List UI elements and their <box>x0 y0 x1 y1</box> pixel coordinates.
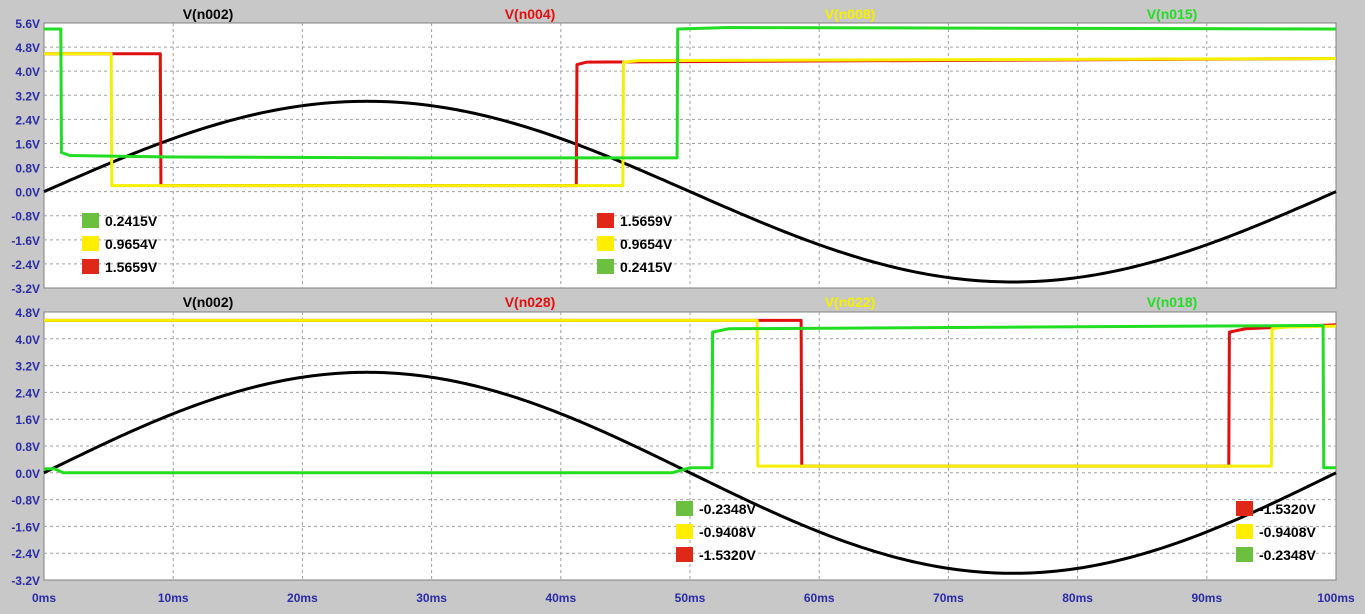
trace-label: V(n028) <box>505 294 556 310</box>
value-label: -0.9408V <box>1259 524 1316 540</box>
value-label: 0.9654V <box>620 236 673 252</box>
value-swatch <box>597 236 614 251</box>
trace-label: V(n002) <box>183 294 234 310</box>
x-tick-label: 100ms <box>1317 591 1355 605</box>
trace-label: V(n022) <box>825 294 876 310</box>
y-tick-label: 0.0V <box>15 467 40 481</box>
x-tick-label: 50ms <box>675 591 706 605</box>
value-label: 0.9654V <box>105 236 158 252</box>
y-tick-label: -0.8V <box>11 210 40 224</box>
y-tick-label: 0.8V <box>15 162 40 176</box>
y-tick-label: 4.8V <box>15 41 40 55</box>
value-label: -1.5320V <box>699 547 756 563</box>
y-tick-label: 2.4V <box>15 386 40 400</box>
value-label: -1.5320V <box>1259 501 1316 517</box>
x-tick-label: 70ms <box>933 591 964 605</box>
value-swatch <box>676 524 693 539</box>
x-tick-label: 20ms <box>287 591 318 605</box>
y-tick-label: -3.2V <box>11 282 40 296</box>
y-tick-label: 3.2V <box>15 360 40 374</box>
trace-vn008 <box>44 52 1337 188</box>
value-swatch <box>82 259 99 274</box>
value-label: 0.2415V <box>105 213 158 229</box>
trace-label: V(n015) <box>1147 6 1198 22</box>
y-tick-label: 4.0V <box>15 333 40 347</box>
trace-vn015 <box>44 26 1337 160</box>
value-swatch <box>676 547 693 562</box>
value-swatch <box>1236 547 1253 562</box>
y-tick-label: 1.6V <box>15 413 40 427</box>
trace-vn018 <box>44 323 1336 475</box>
y-tick-label: 5.6V <box>15 17 40 31</box>
y-tick-label: -0.8V <box>11 494 40 508</box>
trace-label: V(n008) <box>825 6 876 22</box>
x-tick-label: 30ms <box>416 591 447 605</box>
y-tick-label: 4.8V <box>15 306 40 320</box>
value-label: 0.2415V <box>620 259 673 275</box>
value-swatch <box>1236 501 1253 516</box>
value-label: -0.9408V <box>699 524 756 540</box>
x-tick-label: 0ms <box>32 591 56 605</box>
y-tick-label: 1.6V <box>15 137 40 151</box>
y-tick-label: 2.4V <box>15 113 40 127</box>
y-tick-label: -2.4V <box>11 258 40 272</box>
value-swatch <box>676 501 693 516</box>
value-label: -0.2348V <box>1259 547 1316 563</box>
trace-vn002 <box>43 370 1337 575</box>
y-tick-label: -3.2V <box>11 574 40 588</box>
y-tick-label: -1.6V <box>11 520 40 534</box>
x-tick-label: 80ms <box>1062 591 1093 605</box>
x-tick-label: 10ms <box>158 591 189 605</box>
value-swatch <box>1236 524 1253 539</box>
value-label: -0.2348V <box>699 501 756 517</box>
value-label: 1.5659V <box>620 213 673 229</box>
y-tick-label: 4.0V <box>15 65 40 79</box>
y-tick-label: -1.6V <box>11 234 40 248</box>
y-tick-label: -2.4V <box>11 547 40 561</box>
x-tick-label: 90ms <box>1191 591 1222 605</box>
value-swatch <box>82 213 99 228</box>
trace-vn002 <box>43 99 1337 284</box>
value-swatch <box>82 236 99 251</box>
value-swatch <box>597 213 614 228</box>
trace-label: V(n004) <box>505 6 556 22</box>
x-tick-label: 40ms <box>545 591 576 605</box>
trace-label: V(n002) <box>183 6 234 22</box>
trace-label: V(n018) <box>1147 294 1198 310</box>
y-tick-label: 0.0V <box>15 186 40 200</box>
value-swatch <box>597 259 614 274</box>
y-tick-label: 0.8V <box>15 440 40 454</box>
y-tick-label: 3.2V <box>15 89 40 103</box>
value-label: 1.5659V <box>105 259 158 275</box>
x-tick-label: 60ms <box>804 591 835 605</box>
